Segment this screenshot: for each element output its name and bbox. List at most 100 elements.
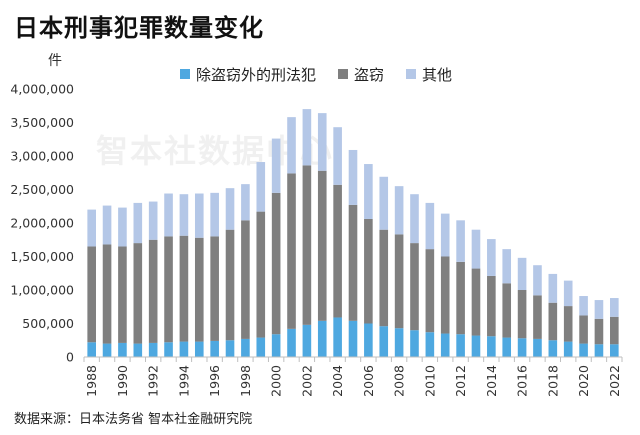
bar-segment-series2: [563, 306, 573, 342]
y-tick-label: 1,000,000: [10, 283, 74, 298]
x-tick-label: 1998: [238, 365, 253, 397]
bar-segment-series2: [302, 165, 312, 325]
bar-segment-series3: [548, 273, 558, 303]
bar-segment-series3: [148, 201, 158, 240]
x-tick-label: 2000: [269, 365, 284, 397]
bar-segment-series2: [317, 170, 327, 321]
bar-segment-series3: [379, 176, 389, 230]
bar-segment-series1: [118, 342, 127, 357]
bar-segment-series2: [533, 295, 542, 339]
x-tick-label: 2022: [607, 365, 622, 397]
bar-segment-series2: [502, 283, 512, 338]
bar-segment-series1: [563, 341, 573, 357]
bar-segment-series1: [333, 317, 342, 357]
bar-segment-series1: [425, 332, 435, 357]
bar-segment-series2: [517, 290, 527, 339]
bar-segment-series3: [287, 117, 296, 174]
bar-segment-series2: [194, 237, 204, 342]
legend-swatch-series1: [180, 69, 190, 79]
bar-segment-series3: [225, 188, 235, 230]
x-tick-label: 1992: [146, 365, 161, 397]
bar-segment-series3: [302, 109, 312, 166]
bar-segment-series2: [379, 229, 389, 327]
x-tick-label: 2014: [484, 365, 499, 397]
bar-segment-series2: [456, 261, 465, 335]
x-tick-label: 2012: [453, 365, 468, 397]
bar-segment-series2: [133, 243, 143, 344]
bar-segment-series3: [364, 164, 373, 219]
bar-segment-series3: [502, 249, 512, 284]
bar-segment-series2: [610, 316, 619, 345]
bar-segment-series1: [594, 344, 604, 357]
bar-segment-series2: [594, 318, 604, 345]
x-tick-label: 2002: [299, 365, 314, 397]
bar-segment-series2: [87, 246, 96, 343]
y-tick-label: 3,500,000: [10, 115, 74, 130]
x-tick-label: 1996: [207, 365, 222, 397]
bar-segment-series3: [610, 298, 619, 317]
bar-segment-series1: [517, 338, 527, 357]
bar-segment-series1: [225, 340, 235, 357]
x-tick-label: 2008: [392, 365, 407, 397]
bar-segment-series2: [348, 204, 358, 321]
bar-segment-series3: [210, 192, 219, 237]
bar-segment-series1: [271, 334, 281, 357]
bar-segment-series2: [271, 192, 281, 335]
x-tick-label: 2010: [422, 365, 437, 397]
bar-segment-series3: [179, 194, 189, 236]
legend-item-series1: 除盗窃外的刑法犯: [180, 64, 316, 85]
bar-segment-series1: [256, 337, 266, 357]
bar-segment-series1: [102, 343, 112, 357]
bar-segment-series2: [256, 211, 266, 338]
bar-segment-series1: [440, 333, 450, 357]
bar-segment-series1: [487, 336, 496, 357]
y-tick-label: 1,500,000: [10, 249, 74, 264]
bar-segment-series1: [302, 324, 312, 357]
bar-segment-series2: [425, 249, 435, 333]
bar-segment-series3: [241, 184, 250, 221]
bar-segment-series3: [517, 257, 527, 290]
bar-segment-series2: [394, 234, 404, 329]
y-tick-label: 2,500,000: [10, 182, 74, 197]
legend-item-series3: 其他: [406, 64, 452, 85]
bar-segment-series3: [133, 202, 143, 244]
x-tick-label: 2006: [361, 365, 376, 397]
bar-segment-series1: [456, 334, 465, 357]
bar-segment-series1: [210, 340, 219, 357]
bar-segment-series1: [348, 320, 358, 357]
y-tick-label: 4,000,000: [10, 82, 74, 97]
bar-segment-series3: [440, 213, 450, 257]
bar-segment-series3: [487, 239, 496, 276]
bar-segment-series3: [410, 194, 419, 244]
legend-label-series1: 除盗窃外的刑法犯: [196, 65, 317, 84]
bar-segment-series2: [179, 235, 189, 342]
bar-segment-series2: [241, 220, 250, 339]
x-tick-label: 2004: [330, 365, 345, 397]
bar-segment-series3: [256, 162, 266, 212]
bar-segment-series1: [364, 323, 373, 357]
bar-segment-series1: [394, 328, 404, 357]
bar-segment-series1: [287, 328, 296, 357]
legend-label-series2: 盗窃: [354, 65, 385, 84]
y-tick-label: 2,000,000: [10, 216, 74, 231]
x-tick-label: 2020: [576, 365, 591, 397]
bar-segment-series3: [164, 193, 173, 237]
bar-segment-series2: [548, 302, 558, 341]
source-note: 数据来源：日本法务省 智本社金融研究院: [14, 412, 253, 427]
bar-segment-series3: [118, 207, 127, 247]
bar-segment-series3: [102, 205, 112, 245]
chart-title: 日本刑事犯罪数量变化: [14, 14, 264, 42]
bar-segment-series2: [225, 229, 235, 341]
legend-item-series2: 盗窃: [338, 64, 384, 85]
bar-segment-series2: [210, 236, 219, 341]
x-tick-label: 1990: [115, 365, 130, 397]
bar-segment-series3: [594, 300, 604, 319]
legend-label-series3: 其他: [422, 65, 453, 84]
bar-segment-series1: [533, 338, 542, 357]
bar-segment-series2: [164, 236, 173, 343]
bar-segment-series1: [410, 330, 419, 357]
y-tick-label: 500,000: [22, 316, 74, 331]
bar-segment-series1: [548, 340, 558, 357]
bar-segment-series2: [364, 218, 373, 324]
